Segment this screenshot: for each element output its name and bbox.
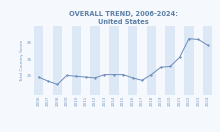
Bar	[184, 26, 194, 95]
Bar	[109, 26, 119, 95]
Y-axis label: Total Country Score: Total Country Score	[20, 40, 24, 82]
Bar	[128, 26, 137, 95]
Bar	[165, 26, 175, 95]
Bar	[147, 26, 156, 95]
Bar	[72, 26, 81, 95]
Title: OVERALL TREND, 2006-2024:
United States: OVERALL TREND, 2006-2024: United States	[69, 11, 178, 25]
Bar	[34, 26, 43, 95]
Bar	[203, 26, 213, 95]
Bar	[90, 26, 100, 95]
Bar	[53, 26, 62, 95]
